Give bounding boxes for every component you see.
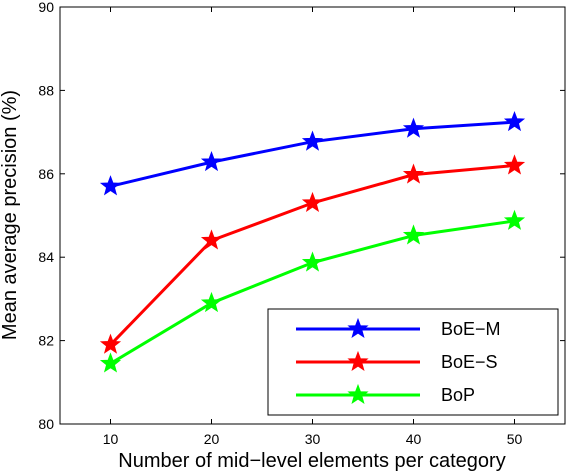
data-point [200,291,223,313]
data-point [301,130,324,151]
series-0 [99,110,526,196]
data-point [301,191,324,213]
data-point [301,251,324,272]
y-axis-title: Mean average precision (%) [0,90,21,340]
y-tick-label: 82 [38,333,54,349]
data-point [402,163,425,184]
data-point [402,224,425,245]
y-tick-label: 88 [38,82,54,98]
data-point [503,154,526,175]
y-tick-label: 86 [38,166,54,182]
x-tick-label: 30 [305,431,321,447]
legend-item: BoE−M [296,317,501,339]
legend-marker [347,317,369,339]
data-point [99,352,122,373]
y-tick-label: 90 [38,0,54,15]
x-tick-label: 10 [103,431,119,447]
legend: BoE−M BoE−S BoP [267,308,559,416]
data-point [99,333,122,354]
legend-marker [347,383,369,405]
data-point [99,175,122,196]
data-point [503,110,526,132]
legend-label: BoE−M [441,319,501,339]
legend-label: BoE−S [441,352,498,372]
legend-marker [347,350,369,372]
x-tick-label: 40 [406,431,422,447]
series-layer [99,110,526,373]
legend-item: BoE−S [296,350,498,372]
x-axis-title: Number of mid−level elements per categor… [118,450,505,472]
legend-item: BoP [296,383,475,405]
data-point [503,209,526,230]
data-point [200,150,223,172]
legend-label: BoP [441,385,475,405]
x-tick-label: 20 [204,431,220,447]
data-point [402,117,425,138]
x-tick-label: 50 [507,431,523,447]
series-2 [99,209,526,373]
data-point [200,229,223,250]
y-tick-label: 84 [38,249,54,265]
axis-ticks: 10 20 30 40 50 80 82 84 86 88 90 [38,0,565,447]
y-tick-label: 80 [38,416,54,432]
series-1 [99,154,526,354]
